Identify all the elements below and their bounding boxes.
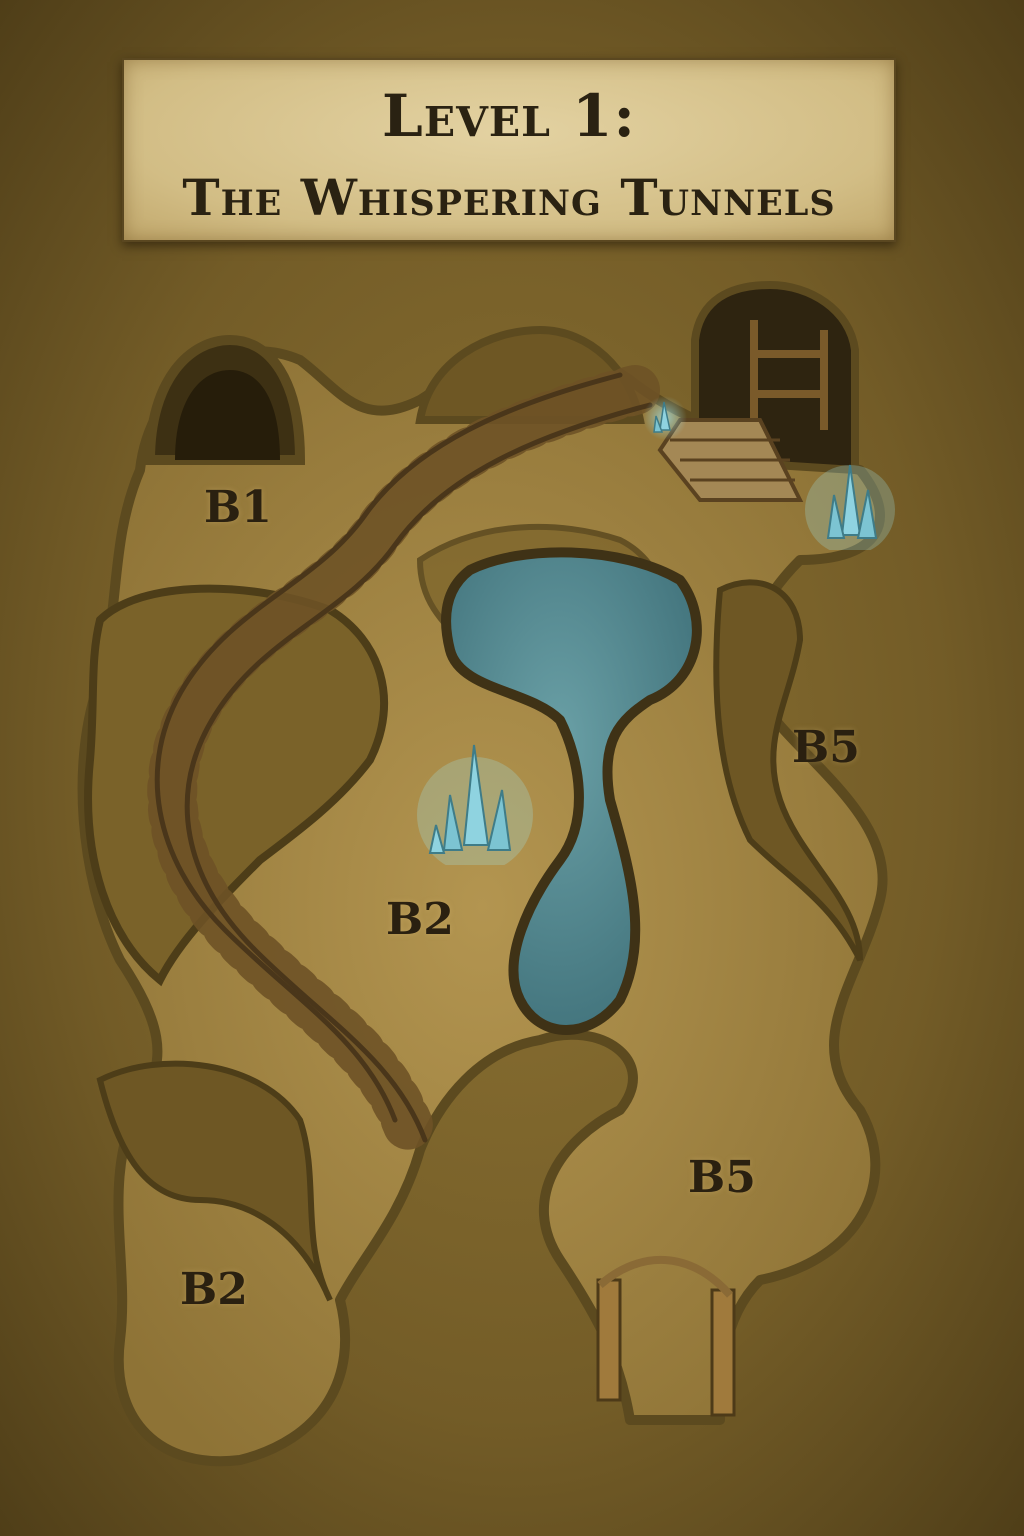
room-label-b5-lower: B5: [688, 1152, 756, 1203]
mine-cart-rails: [147, 365, 660, 1155]
room-label-b1: B1: [204, 482, 272, 533]
crystal-cluster-icon: [643, 396, 687, 440]
mine-entrance: [657, 280, 859, 502]
room-label-b5-upper: B5: [792, 722, 860, 773]
tunnel-arch-left: [144, 334, 306, 465]
underground-pool: [441, 547, 702, 1035]
room-label-b2-lower: B2: [180, 1264, 248, 1315]
crystal-cluster-icon: [805, 464, 895, 550]
map-title-name: The Whispering Tunnels: [182, 168, 836, 227]
wooden-support-posts: [596, 1255, 736, 1417]
map-title-panel: Level 1: The Whispering Tunnels: [122, 58, 896, 242]
map-title-level: Level 1:: [382, 82, 636, 150]
room-label-b2-upper: B2: [386, 894, 454, 945]
crystal-cluster-icon: [417, 744, 533, 865]
